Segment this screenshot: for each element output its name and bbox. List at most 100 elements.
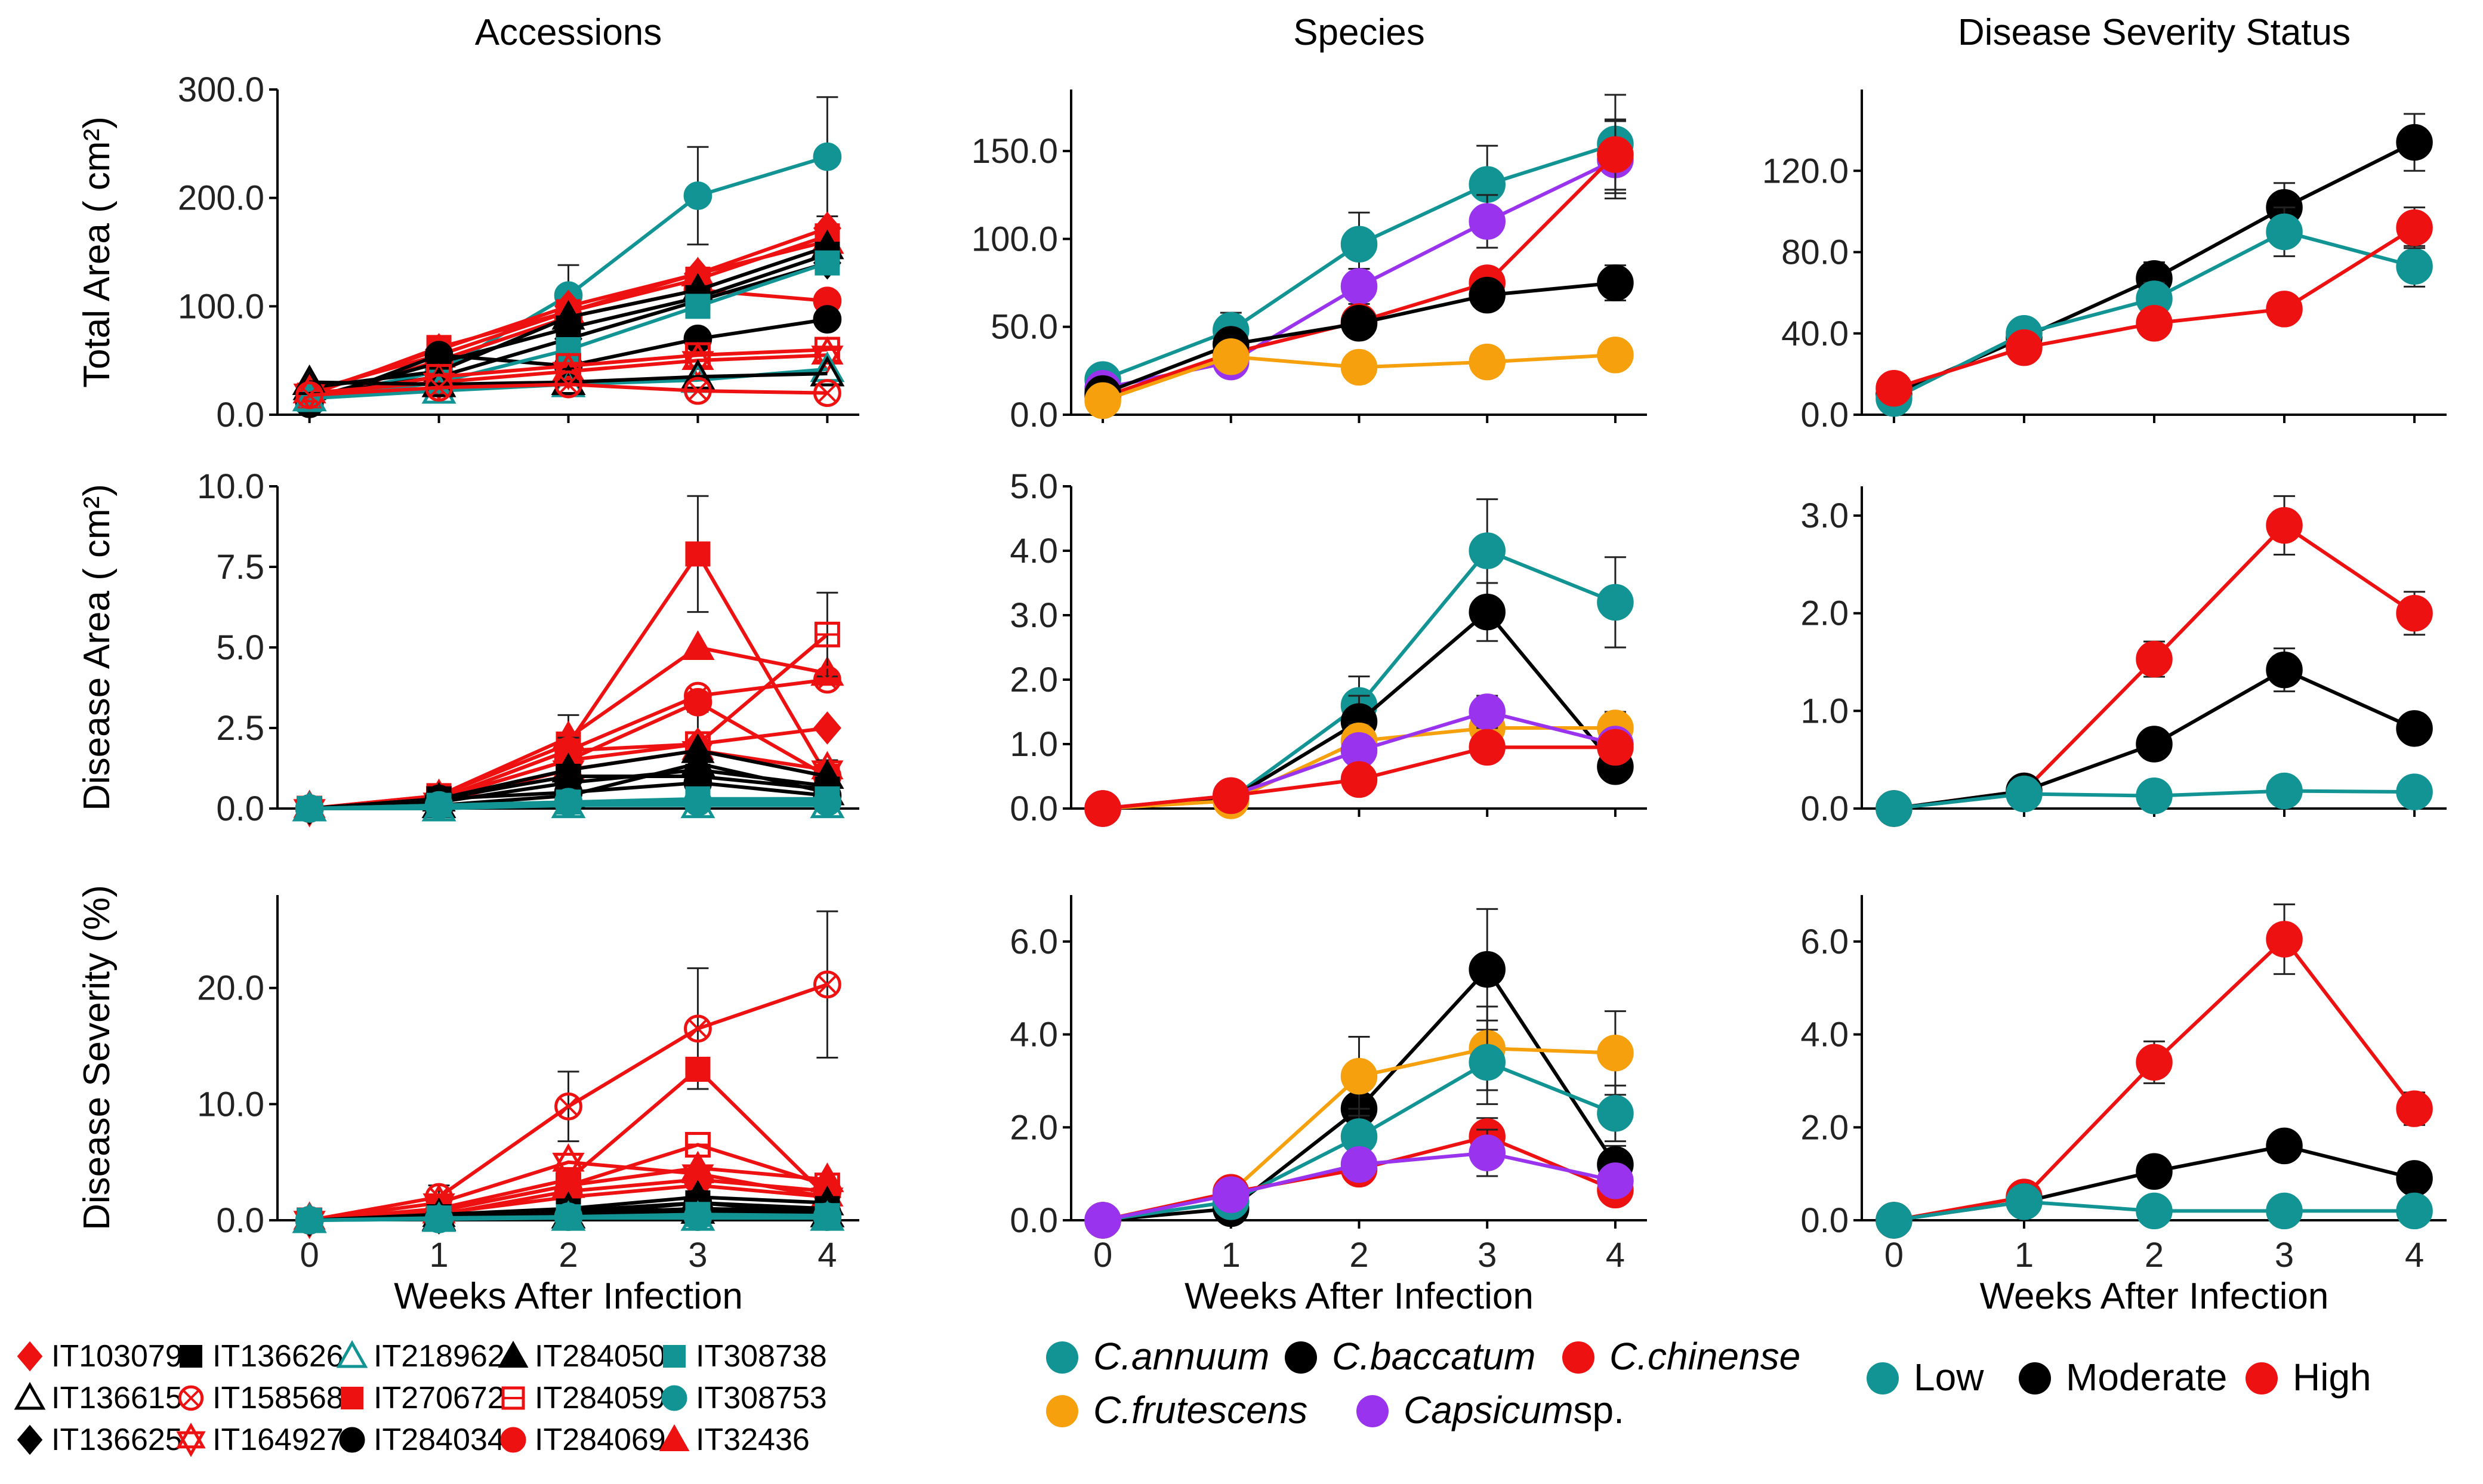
legend-label: Moderate [2066,1356,2227,1399]
series-high [1876,206,2433,407]
data-point [813,379,841,408]
legend-label: IT136626 [212,1339,344,1374]
y-tick-label: 0.0 [1010,1201,1058,1240]
legend-label: IT32436 [696,1423,810,1457]
data-point [683,324,712,353]
data-point [2136,1192,2173,1230]
y-tick-label: 0.0 [216,1201,264,1240]
data-point [2266,1192,2303,1230]
legend-item-it284069: IT284069 [500,1423,666,1457]
legend-marker [2246,1362,2278,1394]
data-point [2136,777,2173,814]
y-axis-label: Disease Area ( cm²) [76,484,118,811]
legend-marker [336,1340,368,1368]
x-tick-label: 2 [1349,1236,1368,1275]
data-point [811,336,844,374]
x-tick-label: 0 [300,1236,319,1275]
legend-label: IT308738 [696,1339,827,1374]
legend-label: IT158568 [212,1381,344,1415]
column-title-2: Species [1293,12,1425,53]
y-axis-label: Total Area ( cm²) [76,116,118,388]
data-point [2266,921,2303,958]
legend-item-species-5: Capsicum sp. [1356,1389,1624,1431]
data-point [425,374,453,402]
data-point [2396,773,2433,810]
legend-marker [1285,1341,1317,1374]
legend-marker [663,1345,686,1368]
column-title-1: Accessions [475,12,662,53]
data-point [1213,777,1250,814]
series-capsicum-sp- [1084,1128,1634,1239]
legend-item-it136625: IT136625 [17,1423,183,1457]
y-tick-label: 0.0 [1800,789,1849,828]
panel-sev_dsev: 0.0 2.0 4.0 6.0 0 1 2 3 4 Weeks After Infection [1800,895,2447,1317]
y-tick-label: 1.0 [1800,692,1849,730]
legend-accessions: IT103079 IT136615 IT136625 IT136626 IT158568… [14,1339,827,1457]
legend-severity: Low Moderate High [1867,1356,2371,1399]
data-point [1597,1034,1634,1072]
data-point [1469,593,1506,631]
series-it158568 [295,370,841,409]
panel-spe_dsev: 0.0 2.0 4.0 6.0 0 1 2 3 4 Weeks After Infection [1010,895,1647,1317]
data-point [1597,337,1634,374]
y-axis-label: Disease Severity (%) [76,885,118,1230]
legend-item-it164927: IT164927 [176,1423,344,1457]
x-tick-label: 4 [1606,1236,1625,1275]
legend-marker [498,1340,529,1368]
legend-item-it308738: IT308738 [663,1339,827,1374]
data-point [295,381,324,409]
legend-item-it158568: IT158568 [178,1381,344,1415]
data-point [554,370,582,399]
legend-item-it32436: IT32436 [659,1423,810,1457]
x-tick-label: 3 [2275,1236,2294,1275]
data-point [292,1202,327,1233]
data-point [1469,1134,1506,1171]
data-point [2396,1090,2433,1127]
y-tick-label: 1.0 [1010,725,1058,764]
legend-item-species-1: C.annuum [1046,1335,1269,1378]
panel-sev_total: 0.0 40.0 80.0 120.0 [1762,90,2447,434]
data-point [1084,1202,1121,1239]
data-point [810,1200,845,1231]
legend-marker [1356,1395,1389,1427]
data-point [685,1056,711,1082]
data-point [680,359,715,390]
legend-label: IT284069 [535,1423,666,1457]
data-point [684,377,712,405]
legend-label: IT284050 [535,1339,666,1374]
x-tick-label: 2 [2145,1236,2164,1275]
data-point [813,665,841,694]
series-line [309,371,828,387]
x-axis-label: Weeks After Infection [1185,1276,1534,1317]
y-tick-label: 0.0 [216,789,264,828]
data-point [421,366,456,397]
y-tick-label: 0.0 [1800,396,1849,434]
data-point [680,745,715,776]
legend-marker [501,1386,525,1410]
y-tick-label: 4.0 [1800,1016,1849,1054]
series-c-frutescens [1084,337,1634,419]
x-tick-label: 1 [1222,1236,1241,1275]
legend-marker [17,1341,43,1372]
y-tick-label: 5.0 [216,628,264,667]
data-point [1876,1202,1913,1239]
y-tick-label: 0.0 [216,396,264,434]
legend-label: IT136625 [51,1423,183,1457]
data-point [2266,507,2303,544]
data-point [1469,729,1506,766]
legend-marker [1046,1341,1078,1374]
data-point [2396,710,2433,747]
y-tick-label: 0.0 [1010,396,1058,434]
legend-marker [341,1387,363,1409]
y-tick-label: 120.0 [1762,152,1849,190]
y-tick-label: 200.0 [178,179,264,218]
panel-spe_darea: 0.0 1.0 2.0 3.0 4.0 5.0 [1010,467,1647,828]
x-tick-label: 0 [1884,1236,1904,1275]
y-tick-label: 50.0 [991,308,1058,347]
data-point [680,787,715,819]
legend-item-species-4: C.frutescens [1046,1389,1307,1431]
data-point [1340,348,1378,386]
data-point [813,711,841,745]
x-axis-label: Weeks After Infection [394,1276,743,1317]
data-point [1469,1044,1506,1081]
